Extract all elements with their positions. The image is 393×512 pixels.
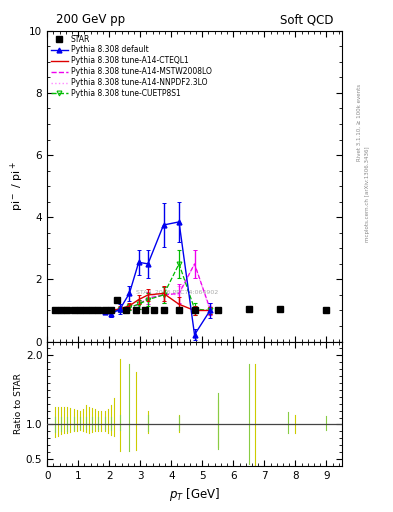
Y-axis label: Ratio to STAR: Ratio to STAR [14,373,23,434]
Y-axis label: pi$^-$ / pi$^+$: pi$^-$ / pi$^+$ [9,161,26,211]
Legend: STAR, Pythia 8.308 default, Pythia 8.308 tune-A14-CTEQL1, Pythia 8.308 tune-A14-: STAR, Pythia 8.308 default, Pythia 8.308… [50,33,213,100]
Text: 200 GeV pp: 200 GeV pp [56,13,125,26]
Text: STAR_2006 PRC74:064902: STAR_2006 PRC74:064902 [136,289,218,295]
Text: Soft QCD: Soft QCD [279,13,333,26]
Text: Rivet 3.1.10, ≥ 100k events: Rivet 3.1.10, ≥ 100k events [357,84,362,161]
X-axis label: $p_T$ [GeV]: $p_T$ [GeV] [169,486,220,503]
Text: mcplots.cern.ch [arXiv:1306.3436]: mcplots.cern.ch [arXiv:1306.3436] [365,147,370,242]
